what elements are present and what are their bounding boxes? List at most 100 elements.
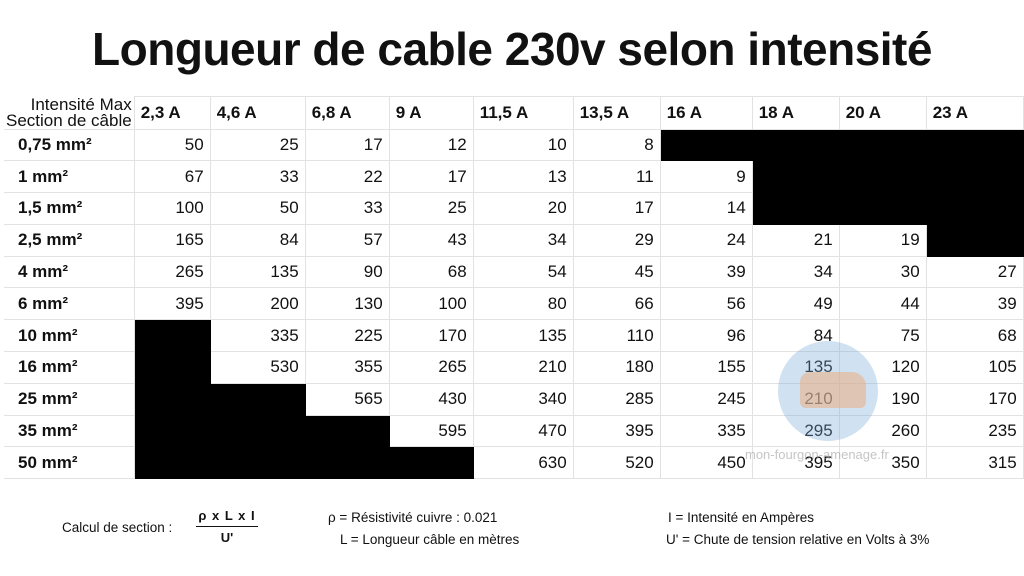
blocked-cell (925, 128, 1024, 162)
row-header: 10 mm² (4, 319, 135, 353)
table-cell: 50 (133, 128, 211, 162)
table-cell: 8 (572, 128, 661, 162)
legend-length: L = Longueur câble en mètres (340, 532, 520, 547)
table-cell: 84 (209, 223, 306, 257)
table-cell: 56 (659, 287, 753, 321)
table-cell: 470 (472, 414, 574, 448)
column-header: 4,6 A (209, 96, 306, 130)
table-cell: 265 (388, 351, 474, 384)
table-cell: 13 (472, 160, 574, 194)
blocked-cell (133, 446, 211, 480)
table-row: 4 mm² 265 135 90 68 54 45 39 34 30 27 (4, 255, 1024, 289)
row-header: 6 mm² (4, 287, 135, 321)
table-row: 10 mm² 335 225 170 135 110 96 84 75 68 (4, 319, 1024, 353)
row-header: 50 mm² (4, 446, 135, 480)
table-cell: 155 (659, 351, 753, 384)
legend-rho: ρ = Résistivité cuivre : 0.021 (328, 510, 498, 525)
table-cell: 33 (304, 192, 390, 225)
table-cell: 66 (572, 287, 661, 321)
table-cell: 165 (133, 223, 211, 257)
blocked-cell (751, 128, 840, 162)
table-cell: 11 (572, 160, 661, 194)
table-cell: 17 (304, 128, 390, 162)
table-cell: 12 (388, 128, 474, 162)
table-cell: 630 (472, 446, 574, 480)
cable-length-table: Intensité Max Section de câble 2,3 A 4,6 … (4, 94, 1024, 480)
table-cell: 100 (133, 192, 211, 225)
header-row: Intensité Max Section de câble 2,3 A 4,6 … (4, 94, 1024, 130)
table-cell: 17 (572, 192, 661, 225)
table-cell: 50 (209, 192, 306, 225)
table-row: 16 mm² 530 355 265 210 180 155 135 120 105 (4, 351, 1024, 384)
blocked-cell (304, 414, 390, 448)
table-cell: 170 (388, 319, 474, 353)
legend-voltage-drop: U' = Chute de tension relative en Volts … (666, 532, 930, 547)
row-header: 1,5 mm² (4, 192, 135, 225)
table-cell: 520 (572, 446, 661, 480)
table-cell: 355 (304, 351, 390, 384)
table-cell: 68 (925, 319, 1024, 353)
table-cell: 530 (209, 351, 306, 384)
table-cell: 100 (388, 287, 474, 321)
table-cell: 395 (133, 287, 211, 321)
table-cell: 335 (209, 319, 306, 353)
blocked-cell (751, 160, 840, 194)
blocked-cell (209, 414, 306, 448)
blocked-cell (838, 160, 927, 194)
table-cell: 33 (209, 160, 306, 194)
table-cell: 595 (388, 414, 474, 448)
table-cell: 135 (472, 319, 574, 353)
table-cell: 17 (388, 160, 474, 194)
column-header: 9 A (388, 96, 474, 130)
watermark-text: mon-fourgon-amenage.fr (745, 447, 889, 462)
table-cell: 105 (925, 351, 1024, 384)
table-cell: 27 (925, 255, 1024, 289)
section-formula: ρ x L x I U' (196, 508, 258, 545)
table-cell: 44 (838, 287, 927, 321)
column-header: 18 A (751, 96, 840, 130)
column-header: 11,5 A (472, 96, 574, 130)
table-cell: 450 (659, 446, 753, 480)
table-cell: 265 (133, 255, 211, 289)
blocked-cell (838, 192, 927, 225)
row-header: 25 mm² (4, 382, 135, 416)
row-header: 35 mm² (4, 414, 135, 448)
table-cell: 49 (751, 287, 840, 321)
table-cell: 67 (133, 160, 211, 194)
table-cell: 14 (659, 192, 753, 225)
formula-label: Calcul de section : (62, 520, 173, 535)
table-cell: 22 (304, 160, 390, 194)
table-cell: 20 (472, 192, 574, 225)
table-row: 1,5 mm² 100 50 33 25 20 17 14 (4, 192, 1024, 225)
cable-section-label: Section de câble (6, 110, 132, 130)
table-cell: 34 (472, 223, 574, 257)
table-cell: 84 (751, 319, 840, 353)
table-cell: 29 (572, 223, 661, 257)
table-cell: 90 (304, 255, 390, 289)
table-cell: 340 (472, 382, 574, 416)
table-cell: 335 (659, 414, 753, 448)
table-cell: 295 (751, 414, 840, 448)
table-cell: 395 (572, 414, 661, 448)
table-cell: 19 (838, 223, 927, 257)
column-header: 6,8 A (304, 96, 390, 130)
intensity-max-label: Intensité Max (30, 94, 132, 114)
table-cell: 34 (751, 255, 840, 289)
blocked-cell (133, 351, 211, 384)
row-header: 1 mm² (4, 160, 135, 194)
table-cell: 430 (388, 382, 474, 416)
table-row: 50 mm² 630 520 450 395 350 315 (4, 446, 1024, 480)
table-cell: 80 (472, 287, 574, 321)
table-cell: 68 (388, 255, 474, 289)
page-title: Longueur de cable 230v selon intensité (92, 23, 932, 75)
row-header: 16 mm² (4, 351, 135, 384)
table-cell: 315 (925, 446, 1024, 480)
blocked-cell (133, 319, 211, 353)
row-header: 0,75 mm² (4, 128, 135, 162)
row-header: 4 mm² (4, 255, 135, 289)
table-cell: 57 (304, 223, 390, 257)
formula-denominator: U' (220, 530, 234, 545)
table-cell: 180 (572, 351, 661, 384)
table-cell: 135 (209, 255, 306, 289)
blocked-cell (133, 382, 211, 416)
